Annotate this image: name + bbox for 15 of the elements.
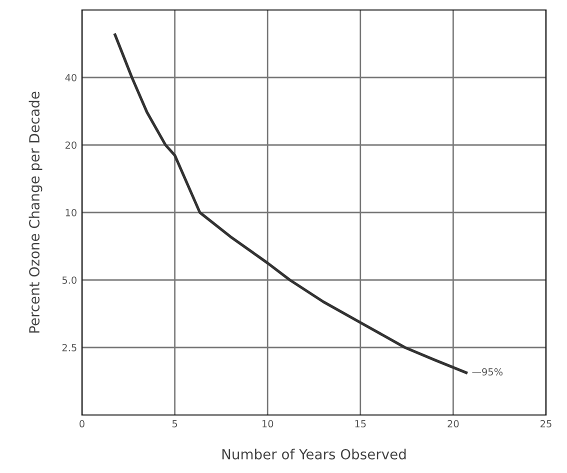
line-series	[114, 33, 468, 374]
x-tick-label: 0	[80, 420, 84, 428]
x-tick-label: 20	[448, 420, 459, 428]
y-tick-label: 5.0	[62, 276, 76, 284]
x-tick-label: 15	[355, 420, 366, 428]
x-axis-title: Number of Years Observed	[222, 448, 406, 460]
y-tick-label: 40	[65, 74, 76, 82]
x-tick-label: 5	[172, 420, 178, 428]
y-tick-label: 20	[65, 141, 76, 149]
y-axis-title: Percent Ozone Change per Decade	[28, 92, 42, 333]
y-tick-label: 2.5	[62, 344, 76, 352]
x-tick-label: 25	[540, 420, 552, 428]
y-tick-label: 10	[66, 208, 76, 216]
x-tick-label: 10	[262, 420, 274, 428]
annotation: —95%	[472, 368, 503, 376]
